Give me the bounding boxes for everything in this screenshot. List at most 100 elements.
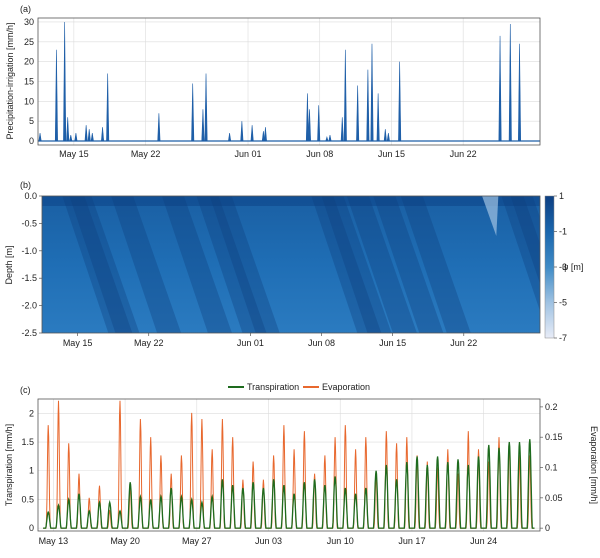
y-tick-label: 0.5: [21, 494, 34, 504]
legend: Transpiration Evaporation: [228, 382, 370, 392]
bar: [307, 109, 312, 142]
x-tick-label: Jun 15: [378, 149, 405, 159]
y-tick-label: 2: [29, 408, 34, 418]
bar: [250, 125, 254, 142]
bar: [325, 136, 329, 142]
x-tick-label: Jun 22: [450, 149, 477, 159]
panel-c-y2label: Evaporation [mm/h]: [589, 426, 599, 504]
y-tick-label: 30: [24, 17, 34, 27]
bar: [191, 83, 195, 142]
wetting-front: [69, 196, 140, 333]
x-tick-label: Jun 01: [237, 338, 264, 348]
bar: [90, 133, 94, 142]
panel-c: (c) Transpiration Evaporation 00.511.52 …: [4, 382, 599, 546]
bar: [101, 127, 105, 142]
y-tick-label: -0.5: [21, 218, 37, 228]
colorbar: [544, 195, 555, 339]
panel-a-ylabel: Precipitation-irrigation [mm/h]: [5, 22, 15, 139]
x-tick-label: Jun 17: [398, 536, 425, 546]
x-tick-label: May 20: [110, 536, 140, 546]
bar: [240, 121, 244, 142]
panel-b-ylabel: Depth [m]: [4, 245, 14, 284]
bar: [201, 109, 205, 142]
panel-c-label: (c): [20, 385, 31, 395]
bar: [263, 127, 267, 142]
x-tick-label: May 13: [39, 536, 69, 546]
y-tick-label: -1.0: [21, 246, 37, 256]
bar: [366, 69, 370, 142]
x-tick-label: Jun 08: [306, 149, 333, 159]
bar: [498, 35, 502, 142]
bar: [87, 129, 91, 142]
y-tick-label: -2.5: [21, 328, 37, 338]
y-tick-label: 0: [29, 523, 34, 533]
y2-tick-label: 0.05: [545, 493, 563, 503]
x-tick-label: May 22: [131, 149, 161, 159]
wetting-front: [311, 196, 382, 333]
bar: [370, 43, 374, 142]
y-tick-label: 5: [29, 116, 34, 126]
bar: [317, 105, 321, 142]
legend-label-evaporation: Evaporation: [322, 382, 370, 392]
colorbar-tick-label: -5: [559, 298, 567, 308]
series-line-evaporation: [43, 400, 535, 529]
colorbar-label: ψ [m]: [562, 262, 583, 272]
colorbar-tick-label: 1: [559, 191, 564, 201]
x-tick-label: Jun 24: [470, 536, 497, 546]
y-tick-label: 10: [24, 96, 34, 106]
bar: [74, 133, 78, 142]
x-tick-label: May 22: [134, 338, 164, 348]
panel-c-ylabel: Transpiration [mm/h]: [4, 424, 14, 506]
y-tick-label: 0: [29, 136, 34, 146]
wetting-front: [400, 196, 471, 333]
bar: [66, 117, 70, 142]
bar: [376, 93, 380, 142]
bar: [106, 73, 110, 142]
x-tick-label: Jun 08: [308, 338, 335, 348]
y-tick-label: 0.0: [24, 191, 37, 201]
y-tick-label: -1.5: [21, 273, 37, 283]
bar: [328, 135, 332, 142]
wetting-front: [373, 196, 444, 333]
x-tick-label: Jun 10: [327, 536, 354, 546]
legend-label-transpiration: Transpiration: [247, 382, 299, 392]
bar: [69, 135, 73, 142]
y-tick-label: 1.5: [21, 437, 34, 447]
bar: [84, 125, 88, 142]
y-tick-label: 15: [24, 77, 34, 87]
bar: [63, 21, 67, 142]
wetting-front: [321, 196, 392, 333]
x-tick-label: May 27: [182, 536, 212, 546]
panel-a-label: (a): [20, 4, 31, 14]
wetting-front: [161, 196, 232, 333]
wetting-front: [510, 196, 540, 284]
x-tick-label: Jun 01: [235, 149, 262, 159]
x-tick-label: Jun 15: [379, 338, 406, 348]
bar: [157, 113, 161, 142]
panel-b: (b) 0.0 -0.5 -1.0 -1.5 -2.0 -2.5 May 15 May 22…: [4, 180, 583, 348]
bar: [398, 61, 402, 142]
bar: [356, 85, 360, 142]
y2-tick-label: 0.15: [545, 432, 563, 442]
colorbar-tick-label: -3: [559, 262, 567, 272]
bar: [305, 93, 309, 142]
bar: [343, 49, 347, 142]
y2-tick-label: 0: [545, 523, 550, 533]
y-tick-label: 20: [24, 57, 34, 67]
panel-c-frame: [37, 398, 541, 532]
y-tick-label: 1: [29, 466, 34, 476]
wetting-front: [62, 196, 133, 333]
bar: [38, 133, 42, 142]
wetting-front: [346, 196, 417, 333]
bar: [518, 43, 522, 142]
y2-tick-label: 0.1: [545, 463, 558, 473]
series-line-transpiration: [43, 439, 535, 529]
colorbar-tick-label: -7: [559, 333, 567, 343]
bar: [383, 129, 387, 142]
bar: [386, 133, 390, 142]
x-tick-label: Jun 22: [450, 338, 477, 348]
wetting-front: [111, 196, 182, 333]
heatmap-field: [42, 196, 540, 333]
x-tick-label: May 15: [63, 338, 93, 348]
